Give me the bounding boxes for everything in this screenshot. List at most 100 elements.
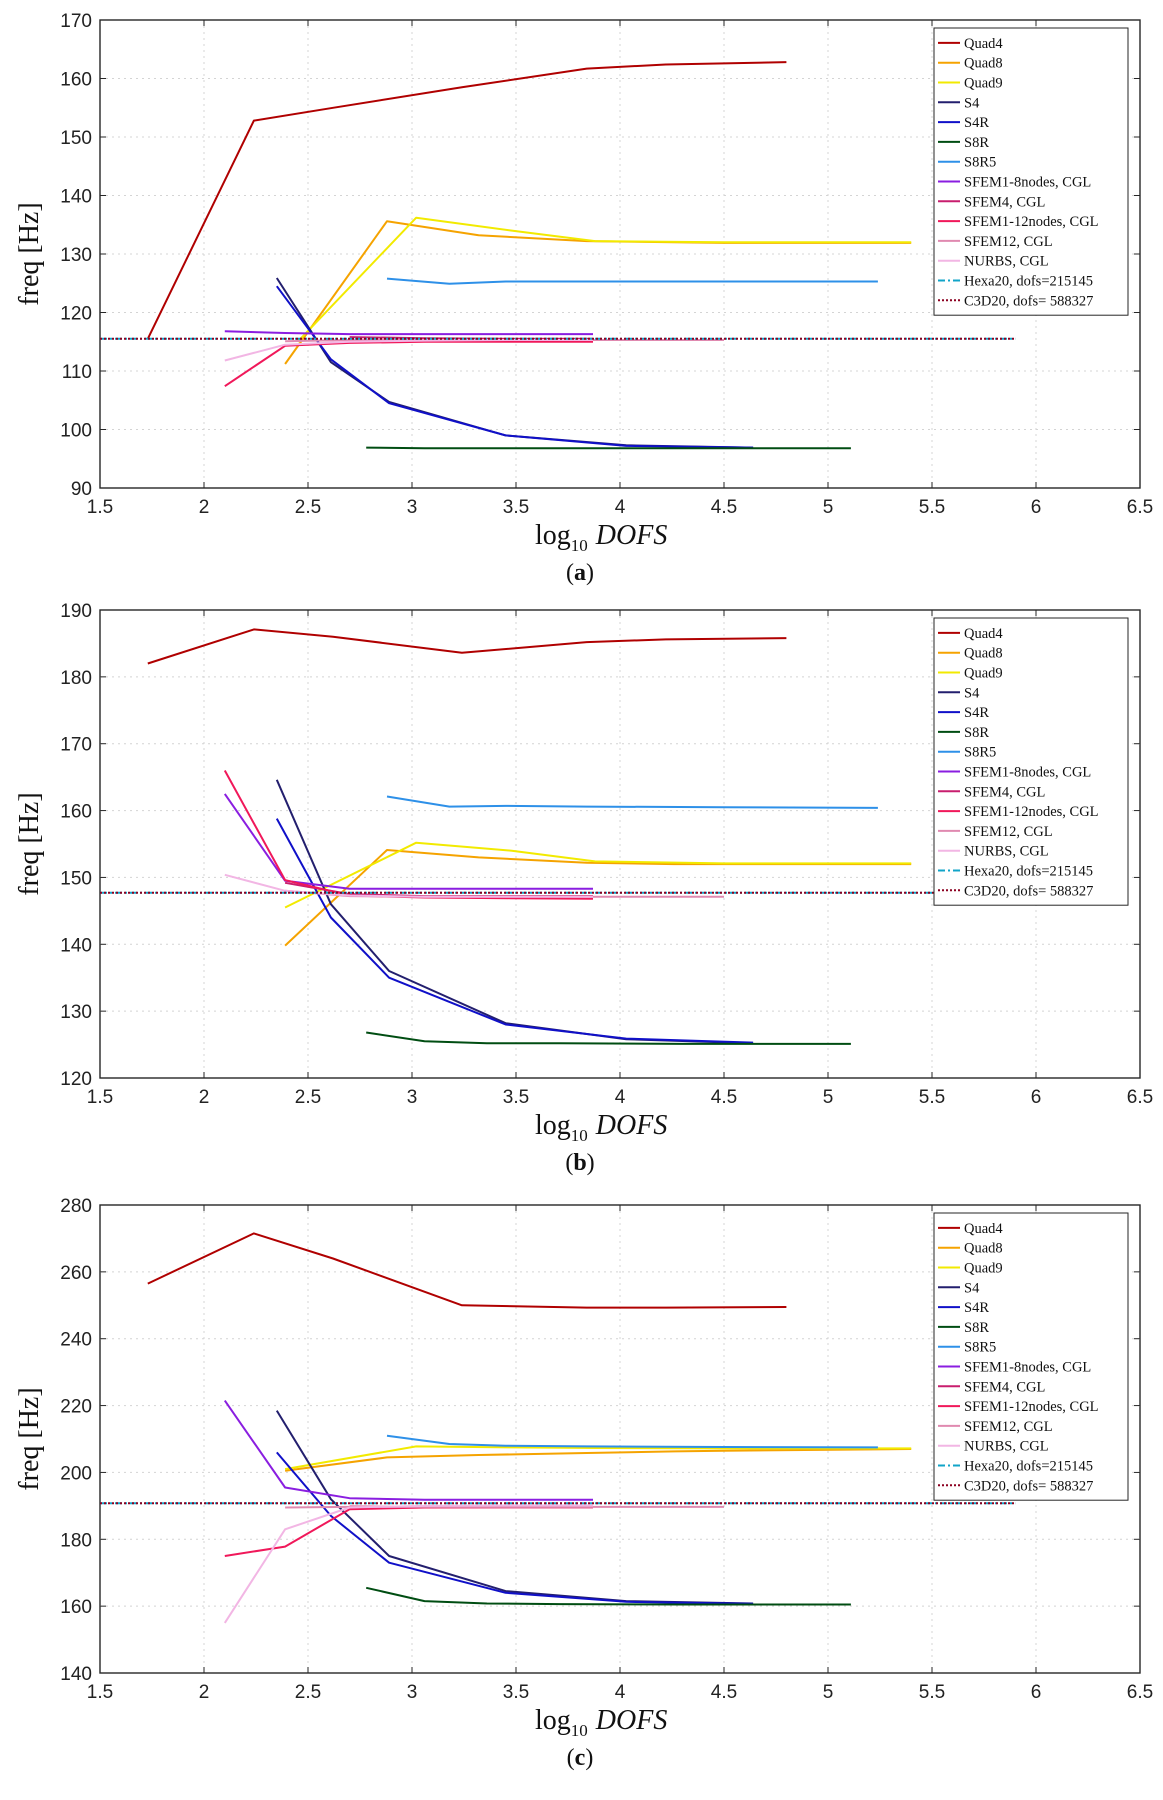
x-axis-label: log10 DOFS (535, 1110, 667, 1145)
y-tick-label: 160 (60, 70, 92, 91)
y-tick-label: 200 (60, 1463, 92, 1484)
y-tick-label: 160 (60, 802, 92, 823)
x-tick-label: 4 (615, 497, 626, 518)
x-axis-label-subscript: 10 (571, 536, 588, 555)
legend: Quad4 Quad8 Quad9 S4 S4R S8R S8R5 SFEM1-8nodes,… (933, 27, 1129, 316)
series-line-s8r (366, 446, 851, 450)
y-tick-label: 160 (60, 1597, 92, 1618)
x-axis-label-subscript: 10 (571, 1721, 588, 1740)
x-tick-label: 2 (199, 497, 210, 518)
chart-panel-b: 1.5 2 2.5 3 3.5 4 4.5 5 5.5 6 6.5 120 130 140 150 160 17… (14, 601, 1153, 1176)
x-axis-label-subscript: 10 (571, 1126, 588, 1145)
x-tick-label: 1.5 (87, 497, 113, 518)
x-tick-label: 5.5 (919, 497, 945, 518)
panel-label: (a) (566, 560, 594, 586)
y-tick-label: 240 (60, 1330, 92, 1351)
panel-label-close-paren: ) (585, 1745, 593, 1771)
legend-label: SFEM1-8nodes, CGL (964, 175, 1091, 191)
panel-label-letter: c (575, 1745, 586, 1771)
series-line-sfem12-cgl (285, 1505, 724, 1509)
x-axis-label-prefix: log (535, 520, 571, 551)
y-tick-label: 180 (60, 1530, 92, 1551)
legend-label: NURBS, CGL (964, 254, 1049, 270)
chart-panel-c: 1.5 2 2.5 3 3.5 4 4.5 5 5.5 6 6.5 140 160 180 200 220 24… (14, 1196, 1153, 1771)
legend-label: SFEM4, CGL (964, 194, 1045, 210)
panel-label-letter: b (573, 1150, 586, 1176)
series-line-s8r5 (386, 795, 878, 809)
y-tick-label: 150 (60, 868, 92, 889)
x-axis-label: log10 DOFS (535, 1705, 667, 1740)
legend-label: S8R5 (964, 1340, 996, 1356)
legend-label: Quad8 (964, 646, 1003, 662)
legend: Quad4 Quad8 Quad9 S4 S4R S8R S8R5 SFEM1-8nodes,… (933, 617, 1129, 906)
y-tick-label: 140 (60, 1664, 92, 1685)
legend-label: SFEM1-12nodes, CGL (964, 1399, 1099, 1415)
legend-label: S4 (964, 685, 980, 701)
x-axis-label-prefix: log (535, 1110, 571, 1141)
x-tick-label: 6.5 (1127, 497, 1153, 518)
y-tick-label: 140 (60, 935, 92, 956)
panel-label-open-paren: ( (566, 560, 574, 586)
legend-label: Quad4 (964, 1221, 1003, 1237)
legend-label: S8R (964, 1320, 989, 1336)
x-tick-label: 4.5 (711, 497, 737, 518)
panel-label-letter: a (574, 560, 586, 586)
series-line-s8r (365, 1586, 851, 1606)
legend-label: S8R5 (964, 745, 996, 761)
series-line-quad9 (284, 841, 912, 909)
x-tick-label: 3.5 (503, 1682, 529, 1703)
x-tick-label: 3 (407, 497, 418, 518)
y-tick-label: 170 (60, 11, 92, 32)
x-tick-label: 6 (1031, 1087, 1042, 1108)
legend: Quad4 Quad8 Quad9 S4 S4R S8R S8R5 SFEM1-8nodes,… (933, 1212, 1129, 1501)
legend-label: NURBS, CGL (964, 844, 1049, 860)
legend-label: S4R (964, 1300, 989, 1316)
legend-label: Quad8 (964, 56, 1003, 72)
x-tick-label: 5 (823, 1087, 834, 1108)
series-line-sfem1-8nodes-cgl (223, 1400, 593, 1501)
legend-label: NURBS, CGL (964, 1439, 1049, 1455)
panel-label: (c) (567, 1745, 594, 1771)
legend-label: C3D20, dofs= 588327 (964, 1478, 1093, 1494)
x-axis-label-variable: DOFS (595, 1705, 668, 1736)
legend-label: S4 (964, 1280, 980, 1296)
legend-label: C3D20, dofs= 588327 (964, 883, 1093, 899)
y-tick-label: 260 (60, 1263, 92, 1284)
legend-label: S4R (964, 115, 989, 131)
series-line-quad9 (296, 216, 912, 343)
x-tick-label: 3.5 (503, 497, 529, 518)
x-tick-label: 6.5 (1127, 1087, 1153, 1108)
y-tick-label: 110 (62, 362, 92, 383)
series-line-sfem1-12nodes-cgl (224, 340, 593, 388)
series-line-nurbs-cgl (224, 339, 593, 362)
x-tick-label: 3 (407, 1087, 418, 1108)
legend-label: Quad9 (964, 76, 1003, 92)
x-tick-label: 2 (199, 1087, 210, 1108)
x-tick-label: 4 (615, 1682, 626, 1703)
series-line-quad8 (284, 1448, 912, 1472)
y-tick-label: 90 (71, 479, 92, 500)
series-line-s4r (275, 818, 754, 1044)
series-line-s4r (275, 285, 754, 449)
legend-label: Quad9 (964, 666, 1003, 682)
x-tick-label: 3 (407, 1682, 418, 1703)
series-line-s8r5 (386, 1434, 878, 1449)
y-tick-label: 100 (60, 421, 92, 442)
x-tick-label: 6 (1031, 1682, 1042, 1703)
x-tick-label: 2.5 (295, 1087, 321, 1108)
x-tick-label: 5.5 (919, 1682, 945, 1703)
legend-label: C3D20, dofs= 588327 (964, 293, 1093, 309)
legend-label: S8R (964, 725, 989, 741)
x-tick-label: 2.5 (295, 1682, 321, 1703)
y-tick-label: 130 (60, 1002, 92, 1023)
x-tick-label: 1.5 (87, 1087, 113, 1108)
x-tick-label: 3.5 (503, 1087, 529, 1108)
legend-label: S4 (964, 95, 980, 111)
y-axis-label: freq [Hz] (14, 202, 45, 305)
x-tick-label: 4.5 (711, 1087, 737, 1108)
y-tick-label: 280 (60, 1196, 92, 1217)
x-tick-label: 6 (1031, 497, 1042, 518)
series-line-nurbs-cgl (224, 873, 593, 898)
x-tick-label: 2.5 (295, 497, 321, 518)
